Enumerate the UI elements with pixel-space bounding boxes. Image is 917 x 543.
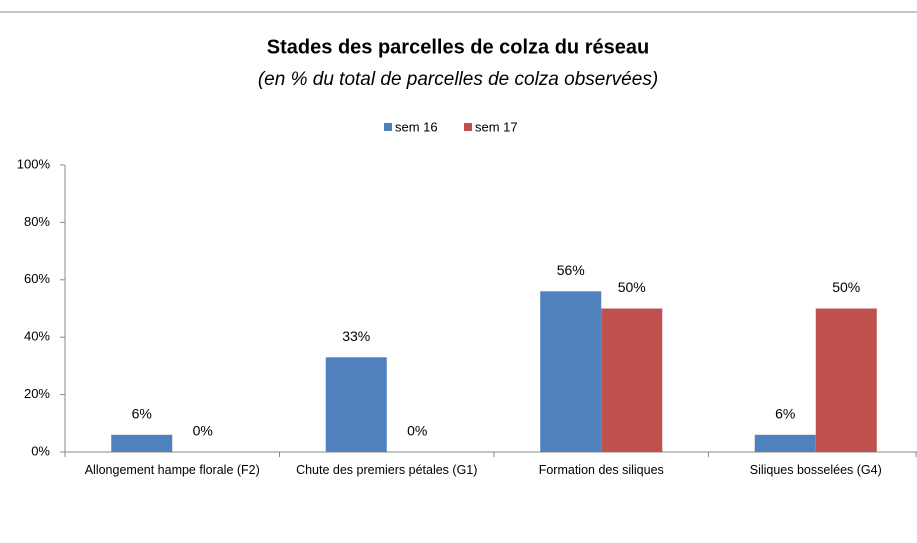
- value-label: 6%: [132, 405, 152, 421]
- value-label: 33%: [342, 328, 370, 344]
- bar: [325, 357, 387, 452]
- value-label: 0%: [193, 423, 213, 439]
- bar: [815, 308, 877, 452]
- value-label: 56%: [557, 262, 585, 278]
- legend-label: sem 16: [395, 119, 438, 134]
- value-label: 50%: [832, 279, 860, 295]
- x-tick-label: Formation des siliques: [538, 463, 664, 477]
- y-tick-label: 0%: [31, 443, 50, 458]
- chart-subtitle: (en % du total de parcelles de colza obs…: [258, 69, 658, 90]
- y-tick-label: 100%: [17, 156, 51, 171]
- y-tick-label: 60%: [24, 271, 50, 286]
- y-tick-label: 80%: [24, 214, 50, 229]
- value-label: 50%: [618, 279, 646, 295]
- bar: [601, 308, 663, 452]
- legend-label: sem 17: [475, 119, 518, 134]
- x-tick-label: Chute des premiers pétales (G1): [296, 463, 478, 477]
- legend-swatch: [384, 123, 392, 131]
- x-tick-label: Allongement hampe florale (F2): [84, 463, 260, 477]
- legend-swatch: [464, 123, 472, 131]
- y-tick-label: 40%: [24, 329, 50, 344]
- x-tick-label: Siliques bosselées (G4): [749, 463, 882, 477]
- bar: [111, 434, 173, 452]
- bar: [540, 291, 602, 452]
- bar: [754, 434, 816, 452]
- value-label: 6%: [775, 405, 795, 421]
- value-label: 0%: [407, 423, 427, 439]
- chart-title: Stades des parcelles de colza du réseau: [267, 36, 649, 58]
- y-tick-label: 20%: [24, 386, 50, 401]
